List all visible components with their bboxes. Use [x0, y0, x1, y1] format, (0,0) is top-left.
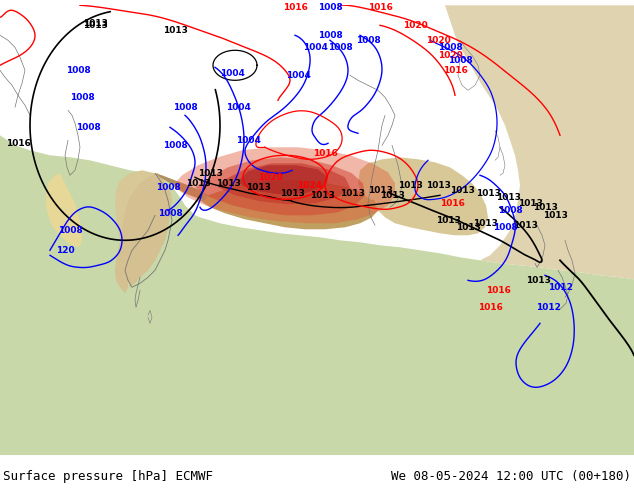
Text: 1013: 1013 — [280, 189, 304, 198]
Text: 1013: 1013 — [340, 189, 365, 198]
Text: 1013: 1013 — [380, 191, 404, 200]
Text: 1016: 1016 — [6, 139, 30, 148]
Text: 1008: 1008 — [158, 209, 183, 218]
Text: 1012: 1012 — [548, 283, 573, 292]
Text: 1008: 1008 — [163, 141, 188, 150]
Polygon shape — [200, 180, 378, 229]
Polygon shape — [46, 173, 82, 247]
Text: 1008: 1008 — [172, 103, 197, 112]
Text: 1020: 1020 — [425, 36, 450, 45]
Text: 1013: 1013 — [216, 179, 240, 188]
Text: 1013: 1013 — [450, 186, 474, 195]
Text: 1013: 1013 — [512, 221, 538, 230]
Text: 1008: 1008 — [70, 93, 94, 102]
Text: 1004: 1004 — [285, 71, 311, 80]
Text: 1013: 1013 — [186, 179, 210, 188]
Text: 1020: 1020 — [257, 173, 282, 182]
Text: 1008: 1008 — [356, 36, 380, 45]
Text: 1013: 1013 — [533, 203, 557, 212]
Text: 1016: 1016 — [486, 286, 510, 295]
Text: 1008: 1008 — [318, 31, 342, 40]
Text: 1004: 1004 — [302, 43, 327, 52]
Text: 1016: 1016 — [313, 149, 337, 158]
Text: 1008: 1008 — [58, 226, 82, 235]
Text: 1013: 1013 — [398, 181, 422, 190]
Polygon shape — [445, 5, 634, 279]
Text: 1008: 1008 — [155, 183, 181, 192]
Text: 120: 120 — [56, 246, 74, 255]
Text: 1013: 1013 — [425, 181, 450, 190]
Text: 1013: 1013 — [198, 169, 223, 178]
Polygon shape — [358, 157, 488, 235]
Text: 1016: 1016 — [368, 3, 392, 12]
Text: 1008: 1008 — [318, 3, 342, 12]
Text: 1013: 1013 — [472, 219, 498, 228]
Text: 1008: 1008 — [493, 223, 517, 232]
Text: 1016: 1016 — [443, 66, 467, 75]
Text: 1013: 1013 — [517, 199, 543, 208]
Text: 1012: 1012 — [536, 303, 560, 312]
Text: 1020: 1020 — [403, 21, 427, 30]
Text: 1004: 1004 — [236, 136, 261, 145]
Text: 1008: 1008 — [448, 56, 472, 65]
Polygon shape — [238, 165, 328, 195]
Text: Surface pressure [hPa] ECMWF: Surface pressure [hPa] ECMWF — [3, 469, 213, 483]
Text: 1008: 1008 — [437, 43, 462, 52]
Text: 1004: 1004 — [226, 103, 250, 112]
Text: 1016: 1016 — [477, 303, 502, 312]
Text: 1004: 1004 — [219, 69, 245, 78]
Text: 1008: 1008 — [75, 123, 100, 132]
Text: 1024: 1024 — [297, 181, 323, 190]
Text: 1020: 1020 — [437, 51, 462, 60]
Text: 1008: 1008 — [328, 43, 353, 52]
Text: 1008: 1008 — [498, 206, 522, 215]
Polygon shape — [115, 173, 172, 294]
Text: 1013: 1013 — [436, 216, 460, 225]
Polygon shape — [115, 171, 172, 287]
Text: 1013: 1013 — [368, 186, 392, 195]
Polygon shape — [175, 147, 395, 223]
Text: 1013: 1013 — [456, 223, 481, 232]
Text: 1013: 1013 — [162, 26, 188, 35]
Polygon shape — [218, 163, 350, 204]
Polygon shape — [0, 5, 634, 455]
Text: 1013: 1013 — [82, 19, 107, 28]
Text: 1008: 1008 — [66, 66, 91, 75]
Text: 1016: 1016 — [439, 199, 465, 208]
Text: 1013: 1013 — [309, 191, 335, 200]
Text: 1013: 1013 — [543, 211, 567, 220]
Text: 1013: 1013 — [82, 21, 107, 30]
Text: 1013: 1013 — [526, 276, 550, 285]
Polygon shape — [155, 173, 208, 200]
Text: 1016: 1016 — [283, 3, 307, 12]
Text: 1013: 1013 — [245, 183, 271, 192]
Polygon shape — [195, 157, 365, 215]
Text: 1013: 1013 — [476, 189, 500, 198]
Text: We 08-05-2024 12:00 UTC (00+180): We 08-05-2024 12:00 UTC (00+180) — [391, 469, 631, 483]
Text: 1013: 1013 — [496, 193, 521, 202]
